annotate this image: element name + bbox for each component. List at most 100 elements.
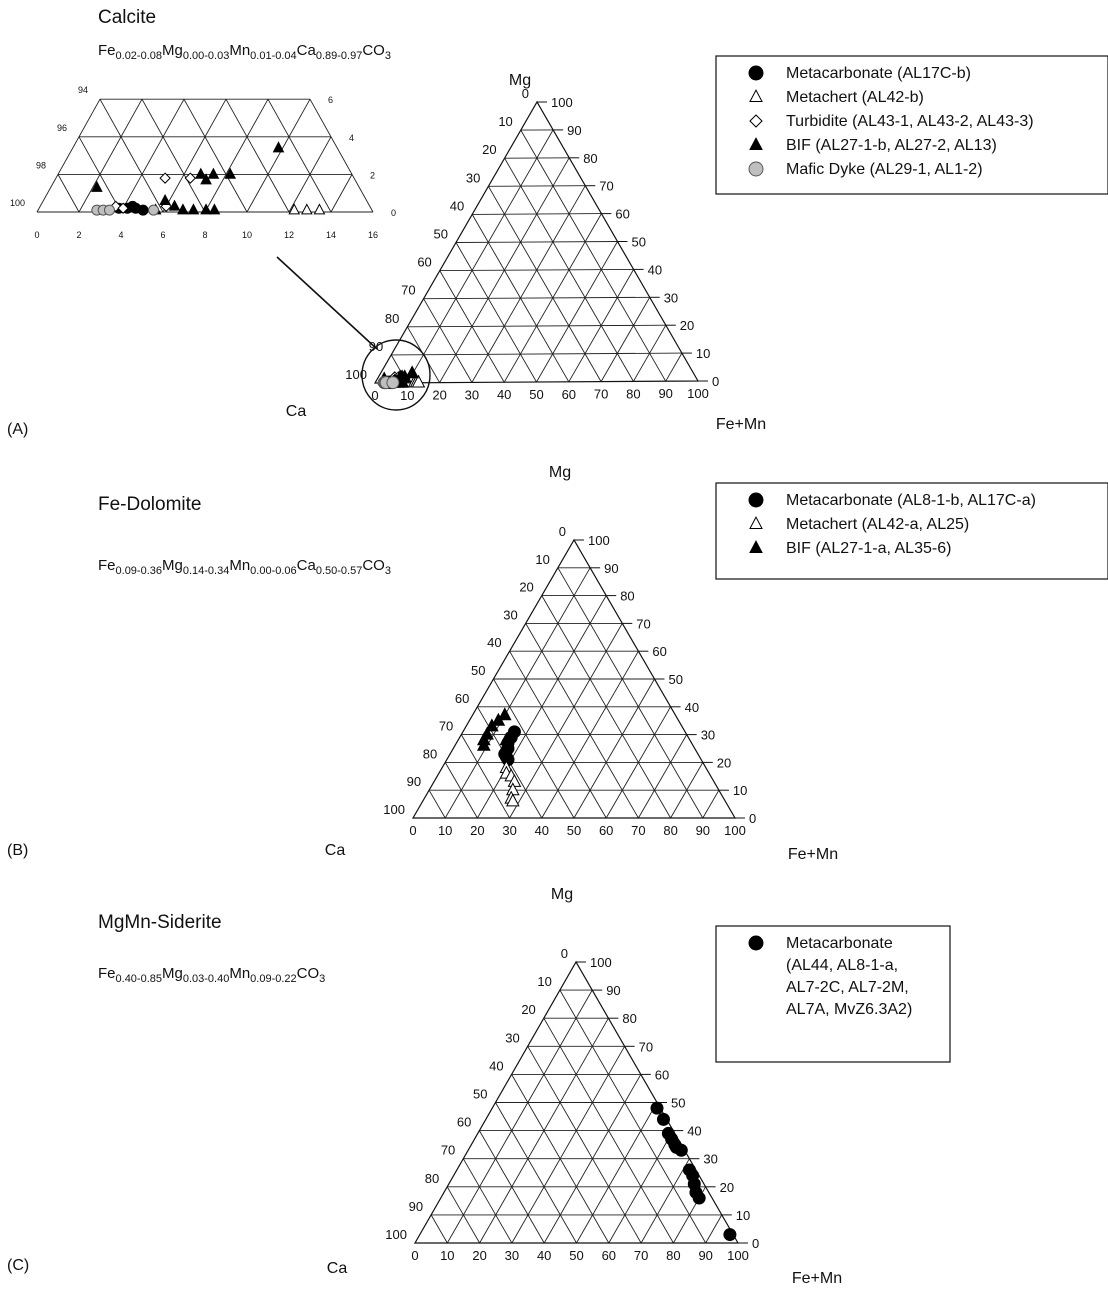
grid-line-ca bbox=[428, 789, 446, 819]
inset-grid-fe bbox=[120, 98, 185, 213]
inset-tick-right: 6 bbox=[328, 95, 333, 105]
inset-data-point bbox=[288, 203, 301, 215]
tick-label-right: 10 bbox=[696, 346, 710, 361]
tick-label-bottom: 10 bbox=[440, 1248, 454, 1263]
panel-label: (A) bbox=[7, 421, 28, 438]
inset-tick-left: 94 bbox=[78, 85, 88, 95]
tick-label-bottom: 30 bbox=[502, 823, 516, 838]
inset-grid-fe bbox=[330, 174, 353, 213]
tick-label-bottom: 70 bbox=[634, 1248, 648, 1263]
vertex-label-left: Ca bbox=[286, 403, 307, 420]
data-point bbox=[405, 365, 419, 379]
inset-data-point bbox=[184, 172, 197, 184]
ternary-frame bbox=[373, 100, 700, 384]
grid-line-ca bbox=[520, 129, 667, 382]
legend-box bbox=[715, 925, 951, 1063]
vertex-label-right: Fe+Mn bbox=[792, 1270, 842, 1287]
tick-label-bottom: 60 bbox=[562, 387, 576, 402]
legend-label: (AL44, AL8-1-a, bbox=[786, 957, 898, 974]
legend-label: Metacarbonate bbox=[786, 935, 893, 952]
tick-label-bottom: 70 bbox=[631, 823, 645, 838]
tick-label-bottom: 50 bbox=[569, 1248, 583, 1263]
grid-line-fe bbox=[536, 241, 618, 383]
tick-label-left: 20 bbox=[521, 1002, 535, 1017]
inset-data-point bbox=[224, 167, 237, 179]
inset-tick-left: 100 bbox=[10, 198, 25, 208]
legend-label: BIF (AL27-1-b, AL27-2, AL13) bbox=[786, 137, 997, 154]
inset-data-point bbox=[127, 200, 139, 212]
tick-label-bottom: 100 bbox=[727, 1248, 749, 1263]
inset-grid-ca bbox=[57, 174, 80, 213]
tick-label-bottom: 0 bbox=[411, 1248, 418, 1263]
tick-label-right: 0 bbox=[712, 374, 719, 389]
tick-label-right: 100 bbox=[551, 95, 573, 110]
inset-data-point bbox=[200, 173, 212, 185]
data-point bbox=[485, 718, 499, 732]
tick-label-bottom: 40 bbox=[537, 1248, 551, 1263]
inset-data-point bbox=[194, 167, 207, 179]
tick-label-bottom: 60 bbox=[599, 823, 613, 838]
grid-line-fe bbox=[471, 185, 586, 383]
legend-label: BIF (AL27-1-a, AL35-6) bbox=[786, 540, 951, 557]
tick-label-bottom: 90 bbox=[696, 823, 710, 838]
grid-line-fe bbox=[665, 352, 683, 382]
ternary-panel-2: 0001010102020203030304040405050506060607… bbox=[7, 886, 951, 1287]
tick-label-right: 60 bbox=[652, 644, 666, 659]
tick-label-right: 70 bbox=[636, 616, 650, 631]
inset-data-point bbox=[91, 180, 103, 192]
tick-label-left: 40 bbox=[487, 635, 501, 650]
tick-label-right: 90 bbox=[567, 123, 581, 138]
grid-line-fe bbox=[702, 789, 720, 819]
tick-label-bottom: 20 bbox=[470, 823, 484, 838]
inset-data-point bbox=[159, 172, 171, 184]
tick-label-right: 90 bbox=[606, 983, 620, 998]
inset-tick-left: 96 bbox=[57, 123, 67, 133]
grid-line-ca bbox=[444, 762, 478, 819]
grid-line-mg bbox=[423, 296, 650, 300]
legend-marker bbox=[749, 516, 763, 530]
tick-label-right: 100 bbox=[588, 533, 610, 548]
grid-line-fe bbox=[633, 324, 667, 382]
tick-label-left: 70 bbox=[401, 283, 415, 298]
tick-label-left: 0 bbox=[559, 524, 566, 539]
tick-label-right: 30 bbox=[701, 728, 715, 743]
tick-label-right: 90 bbox=[604, 561, 618, 576]
tick-label-bottom: 30 bbox=[465, 387, 479, 402]
inset-tick-right: 2 bbox=[370, 170, 375, 180]
tick-label-right: 40 bbox=[685, 700, 699, 715]
tick-label-bottom: 70 bbox=[594, 387, 608, 402]
grid-line-fe bbox=[573, 678, 655, 819]
inset-tick-bottom: 16 bbox=[368, 230, 378, 240]
grid-line-fe bbox=[638, 734, 688, 819]
legend-marker bbox=[749, 540, 763, 554]
inset-data-point bbox=[177, 203, 189, 215]
tick-label-left: 20 bbox=[519, 580, 533, 595]
tick-label-left: 20 bbox=[482, 142, 496, 157]
grid-line-ca bbox=[423, 298, 473, 383]
tick-label-bottom: 80 bbox=[626, 386, 640, 401]
legend-marker bbox=[748, 935, 764, 951]
tick-label-bottom: 0 bbox=[409, 823, 416, 838]
legend-marker bbox=[748, 65, 764, 81]
grid-line-ca bbox=[460, 734, 510, 819]
mineral-formula: Fe0.02-0.08Mg0.00-0.03Mn0.01-0.04Ca0.89-… bbox=[98, 42, 391, 62]
tick-label-right: 20 bbox=[680, 318, 694, 333]
inset-tick-bottom: 4 bbox=[118, 230, 123, 240]
tick-label-left: 90 bbox=[407, 774, 421, 789]
vertex-label-right: Fe+Mn bbox=[788, 846, 838, 863]
tick-label-left: 10 bbox=[498, 114, 512, 129]
tick-label-left: 10 bbox=[535, 552, 549, 567]
grid-line-fe bbox=[640, 1158, 690, 1244]
panel-label: (C) bbox=[7, 1257, 29, 1274]
tick-label-left: 50 bbox=[434, 227, 448, 242]
inset-data-point bbox=[159, 193, 171, 206]
grid-line-fe bbox=[605, 706, 671, 819]
tick-label-left: 100 bbox=[345, 367, 367, 382]
zoom-connector-line bbox=[276, 256, 378, 350]
vertex-label-left: Ca bbox=[325, 842, 346, 859]
vertex-label-top: Mg bbox=[549, 464, 571, 481]
tick-label-bottom: 0 bbox=[371, 388, 378, 403]
ternary-panel-1: 0001010102020203030304040405050506060607… bbox=[7, 464, 1108, 863]
data-point bbox=[505, 793, 520, 807]
grid-line-fe bbox=[406, 129, 554, 384]
